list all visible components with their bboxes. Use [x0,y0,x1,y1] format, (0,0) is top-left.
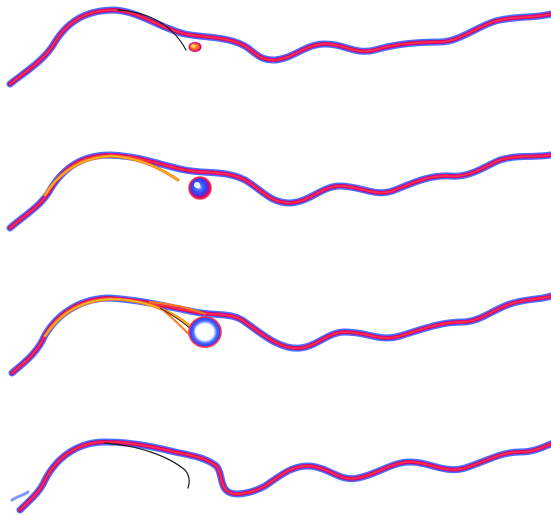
surface-glow-mid [8,8,551,86]
surface-glow-outer [8,292,551,377]
splash-fringe [10,490,30,502]
jet-tongue [104,442,190,489]
surface-core [19,441,551,511]
surface-glow-mid [10,294,551,375]
surface-core [9,9,551,85]
surface-core [9,154,551,229]
surface-glow-outer [6,151,551,232]
surface-core [11,295,551,374]
surface-glow-mid [8,153,551,230]
free-surface-panel-2 [6,151,551,232]
free-surface-panel-3 [8,292,551,377]
bubble-panel-2 [188,176,212,200]
panel-1 [6,6,551,88]
bubble-panel-1 [188,42,202,52]
surface-glow-outer [16,438,551,514]
plunging-jet-core [44,298,191,337]
bubble-panel-3 [188,316,222,348]
panel-3 [8,292,551,377]
panel-4 [10,438,551,514]
plunging-jet-core [44,155,179,196]
free-surface-panel-4 [10,438,551,514]
panel-2 [6,151,551,232]
entrained-sheet-upper [149,301,206,315]
free-surface-panel-1 [6,6,551,88]
jet-tongue [117,9,187,51]
surface-glow-outer [6,6,551,88]
